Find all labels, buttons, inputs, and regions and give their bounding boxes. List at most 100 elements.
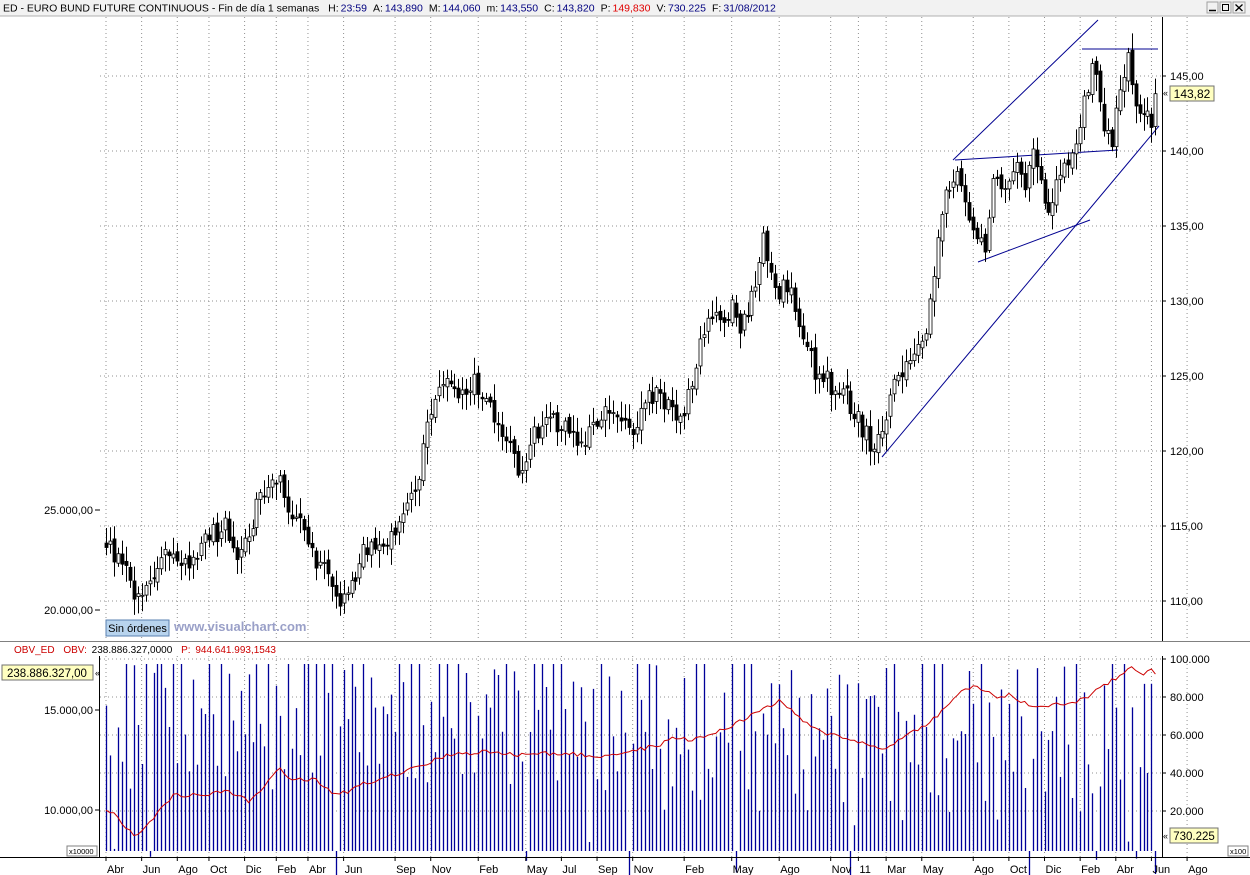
- candle: [623, 404, 628, 430]
- candle: [318, 550, 323, 569]
- candle: [112, 526, 117, 577]
- title-field-value: 143,820: [557, 3, 595, 15]
- candle: [1062, 158, 1067, 184]
- candle: [599, 410, 604, 430]
- minimize-button[interactable]: [1206, 1, 1219, 14]
- candle: [441, 371, 446, 399]
- candle: [235, 540, 240, 574]
- candle: [1153, 78, 1158, 136]
- obv-value-label: 238.886.327,00: [7, 668, 87, 680]
- last-price-marker: « 143,82: [1163, 85, 1215, 102]
- candle: [405, 492, 410, 516]
- volume-value-label: 730.225: [1173, 831, 1215, 843]
- candle: [769, 251, 774, 280]
- title-field-label: F:: [712, 3, 721, 15]
- candle: [710, 300, 715, 325]
- obv-left-tick-label: 20.000,00: [44, 605, 93, 617]
- candle: [722, 309, 727, 337]
- x-tick-label: Ago: [178, 864, 198, 875]
- close-button[interactable]: [1232, 1, 1246, 14]
- candle: [385, 538, 390, 556]
- price-tick-label: 135,00: [1170, 221, 1204, 233]
- candle: [508, 425, 513, 453]
- x-tick-label: Dic: [1046, 864, 1062, 875]
- candle: [959, 160, 964, 192]
- candle: [595, 418, 600, 429]
- candle: [302, 515, 307, 542]
- trendline-channel-top[interactable]: [952, 19, 1099, 161]
- title-field-value: 23:59: [341, 3, 367, 15]
- candle: [239, 536, 244, 574]
- candle: [1054, 165, 1059, 213]
- candle: [896, 371, 901, 387]
- candle: [991, 173, 996, 223]
- x-tick-label: Feb: [277, 864, 296, 875]
- candle: [334, 570, 339, 609]
- candle: [1003, 179, 1008, 203]
- last-price-label: 143,82: [1174, 87, 1211, 101]
- candle: [813, 333, 818, 394]
- candle: [223, 510, 228, 543]
- candle: [140, 583, 145, 612]
- candle: [607, 395, 612, 430]
- candle: [496, 411, 501, 442]
- candle: [330, 573, 335, 602]
- candle: [864, 418, 869, 455]
- volume-value-arrow: «: [1163, 831, 1168, 841]
- candle: [757, 256, 762, 302]
- candle: [615, 411, 620, 433]
- candle: [179, 550, 184, 581]
- candle: [1130, 33, 1135, 95]
- candle: [924, 328, 929, 347]
- chart-title: ED - EURO BUND FUTURE CONTINUOUS - Fin d…: [3, 3, 776, 15]
- candle: [1098, 64, 1103, 112]
- candle: [643, 399, 648, 422]
- candle: [397, 515, 402, 545]
- x-tick-label: Ago: [780, 864, 800, 875]
- x-tick-label: Ago: [1188, 864, 1208, 875]
- candle: [841, 382, 846, 404]
- price-tick-label: 145,00: [1170, 71, 1204, 83]
- volume-value-marker: « 730.225: [1163, 827, 1219, 844]
- candle: [1090, 58, 1095, 103]
- candle: [658, 378, 663, 410]
- candle: [520, 456, 525, 484]
- sin-ordenes-button[interactable]: Sin órdenes: [105, 619, 170, 637]
- candle: [690, 380, 695, 404]
- candle: [686, 378, 691, 421]
- candle: [401, 502, 406, 534]
- candle: [1142, 98, 1147, 131]
- candle: [801, 313, 806, 345]
- candle: [1011, 158, 1016, 185]
- title-field-label: A:: [373, 3, 383, 15]
- candle: [852, 402, 857, 428]
- candle: [587, 414, 592, 450]
- title-field-label: P:: [601, 3, 611, 15]
- close-icon: [1235, 4, 1243, 12]
- x-tick-label: Jun: [345, 864, 363, 875]
- candle: [409, 481, 414, 513]
- trendlines: [881, 19, 1160, 458]
- candle: [298, 498, 303, 534]
- candle: [868, 410, 873, 466]
- candle: [944, 186, 949, 228]
- candle: [231, 521, 236, 553]
- x-tick-label: May: [527, 864, 548, 875]
- maximize-icon: [1222, 4, 1229, 11]
- candle: [433, 394, 438, 423]
- candle: [1106, 118, 1111, 145]
- candle: [1078, 114, 1083, 152]
- candle: [350, 571, 355, 598]
- candle: [983, 228, 988, 262]
- candle: [183, 553, 188, 576]
- x-tick-label: Mar: [887, 864, 906, 875]
- candle: [512, 435, 517, 468]
- maximize-button[interactable]: [1219, 1, 1232, 14]
- candle: [1023, 161, 1028, 198]
- trendline-support[interactable]: [881, 125, 1160, 458]
- title-bar: [0, 0, 1250, 16]
- candle: [306, 514, 311, 548]
- trendline-triangle-bottom[interactable]: [977, 219, 1091, 263]
- candle: [805, 332, 810, 352]
- candle: [1082, 90, 1087, 140]
